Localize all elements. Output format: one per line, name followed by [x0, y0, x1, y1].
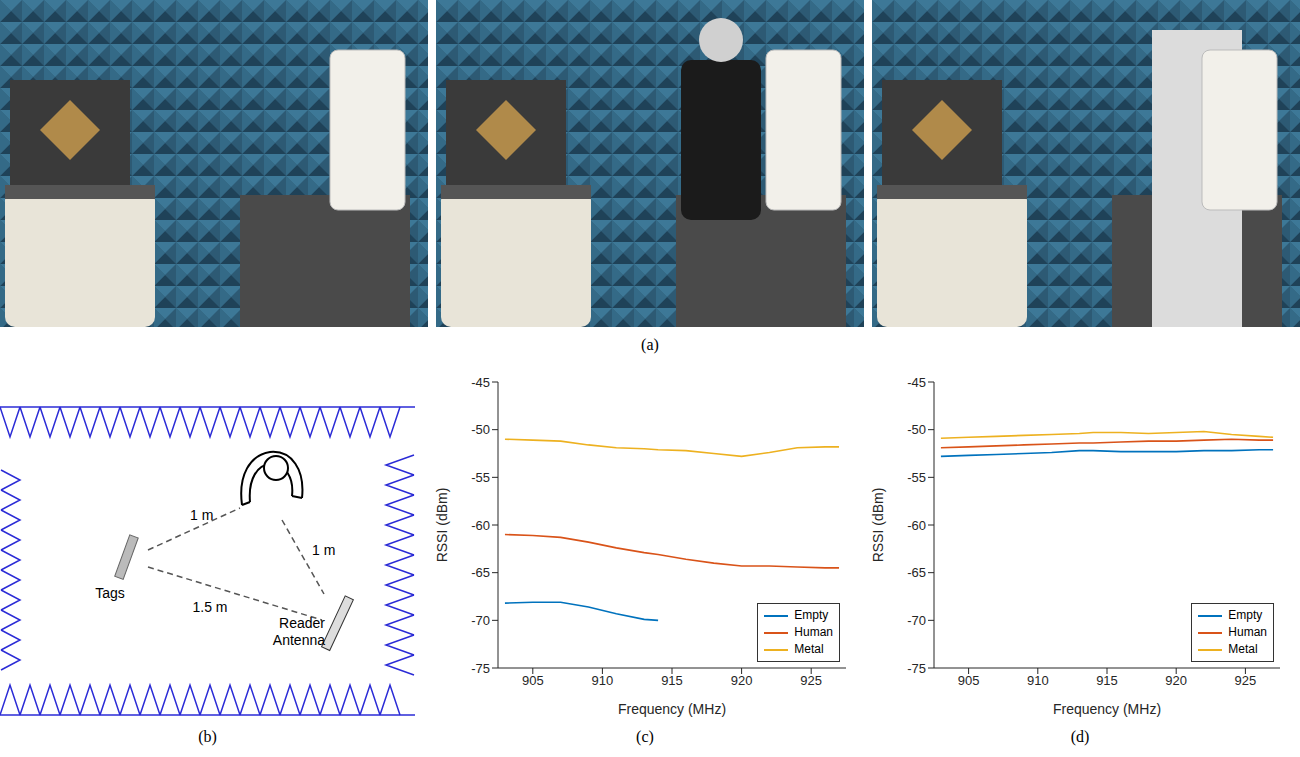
svg-text:-55: -55: [471, 470, 490, 485]
svg-text:905: 905: [522, 673, 544, 688]
html-text:(a): (a): [641, 336, 659, 353]
svg-text:915: 915: [1096, 673, 1118, 688]
svg-text:920: 920: [731, 673, 753, 688]
html-text:(d): (d): [1070, 728, 1090, 745]
svg-text:1 m: 1 m: [312, 542, 335, 558]
svg-text:-75: -75: [471, 661, 490, 676]
svg-text:-60: -60: [471, 518, 490, 533]
svg-text:925: 925: [1235, 673, 1257, 688]
svg-text:-45: -45: [907, 375, 926, 390]
svg-text:Tags: Tags: [95, 585, 125, 601]
html-text:Metal: Metal: [794, 642, 824, 656]
svg-text:910: 910: [592, 673, 614, 688]
svg-text:ReaderAntenna: ReaderAntenna: [273, 615, 326, 648]
html-text:(b): (b): [198, 728, 217, 745]
html-text:Metal: Metal: [1228, 642, 1258, 656]
html-text:Human: Human: [1228, 625, 1267, 639]
svg-text:Frequency (MHz): Frequency (MHz): [618, 701, 726, 717]
svg-text:1 m: 1 m: [190, 507, 213, 523]
html-text:Human: Human: [794, 625, 833, 639]
svg-text:RSSI (dBm): RSSI (dBm): [434, 488, 450, 563]
svg-text:-45: -45: [471, 375, 490, 390]
svg-text:905: 905: [958, 673, 980, 688]
svg-text:Frequency (MHz): Frequency (MHz): [1053, 701, 1161, 717]
svg-text:RSSI (dBm): RSSI (dBm): [870, 488, 886, 563]
html-text:Empty: Empty: [1228, 608, 1263, 622]
html-text:Empty: Empty: [794, 608, 829, 622]
svg-text:910: 910: [1027, 673, 1049, 688]
svg-text:-60: -60: [907, 518, 926, 533]
svg-text:-65: -65: [471, 565, 490, 580]
svg-text:925: 925: [800, 673, 822, 688]
svg-text:-50: -50: [907, 422, 926, 437]
svg-text:-70: -70: [907, 613, 926, 628]
svg-text:920: 920: [1165, 673, 1187, 688]
html-text:(c): (c): [636, 728, 654, 745]
svg-text:915: 915: [661, 673, 683, 688]
svg-text:-50: -50: [471, 422, 490, 437]
svg-text:-70: -70: [471, 613, 490, 628]
svg-text:-55: -55: [907, 470, 926, 485]
svg-text:-75: -75: [907, 661, 926, 676]
svg-text:1.5 m: 1.5 m: [192, 599, 227, 615]
svg-text:-65: -65: [907, 565, 926, 580]
